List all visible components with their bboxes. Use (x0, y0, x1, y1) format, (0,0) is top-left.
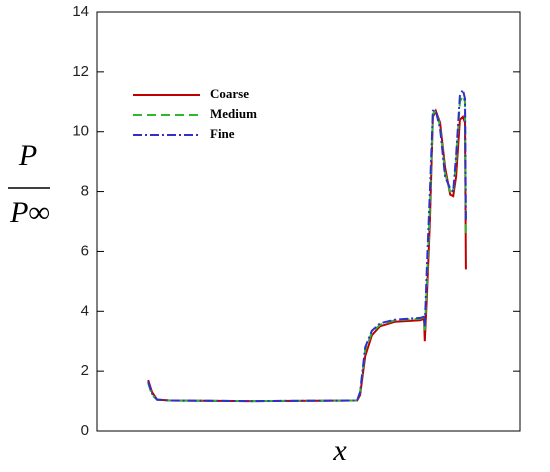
legend-label: Fine (210, 126, 235, 141)
x-label: x (332, 434, 347, 467)
y-label-denominator: P∞ (9, 196, 50, 229)
y-tick-label: 14 (72, 3, 89, 20)
plot-frame (96, 11, 521, 432)
legend-label: Coarse (210, 86, 249, 101)
series-line (147, 108, 467, 403)
y-label-numerator: P (18, 139, 37, 172)
series-line (147, 86, 467, 403)
y-tick-label: 2 (81, 362, 89, 379)
y-tick-label: 4 (81, 302, 89, 319)
legend-label: Medium (210, 106, 257, 121)
y-tick-label: 10 (72, 123, 89, 140)
y-tick-label: 6 (81, 242, 89, 259)
series-line (147, 93, 467, 403)
y-tick-label: 12 (72, 63, 89, 80)
y-tick-label: 8 (81, 183, 89, 200)
y-tick-label: 0 (81, 422, 89, 439)
